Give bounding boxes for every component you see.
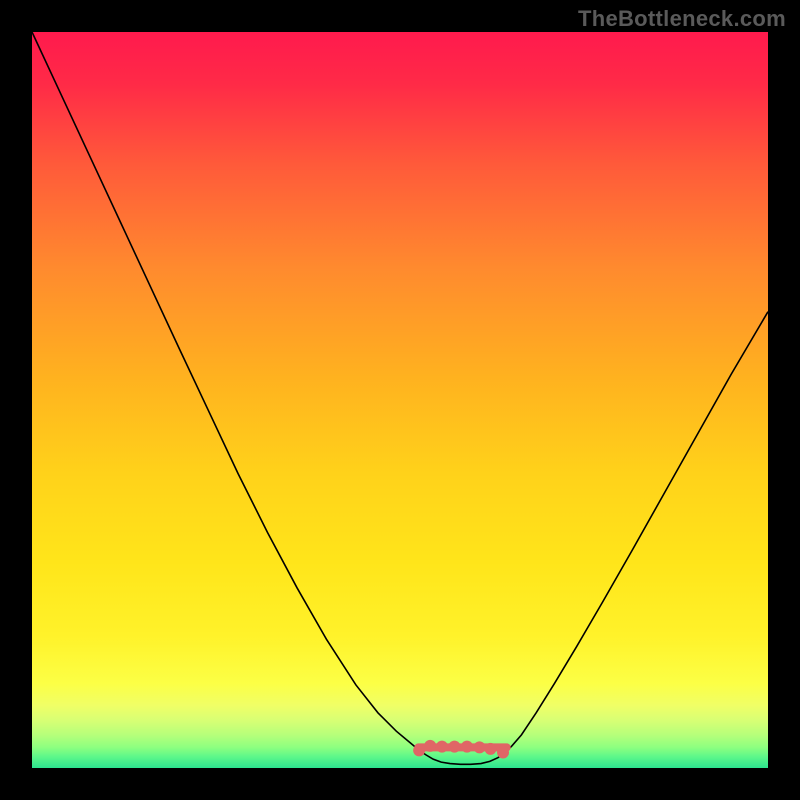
optimal-marker-dot [413, 744, 425, 756]
optimal-marker-dot [424, 740, 436, 752]
optimal-marker-dot [461, 741, 473, 753]
optimal-marker-dot [485, 743, 497, 755]
optimal-marker-dot [448, 741, 460, 753]
chart-frame: TheBottleneck.com [0, 0, 800, 800]
optimal-marker-dot [473, 741, 485, 753]
bottleneck-chart [0, 0, 800, 800]
optimal-marker-dot [436, 741, 448, 753]
optimal-marker-dot [497, 747, 509, 759]
plot-background [32, 32, 768, 768]
watermark-text: TheBottleneck.com [578, 6, 786, 32]
